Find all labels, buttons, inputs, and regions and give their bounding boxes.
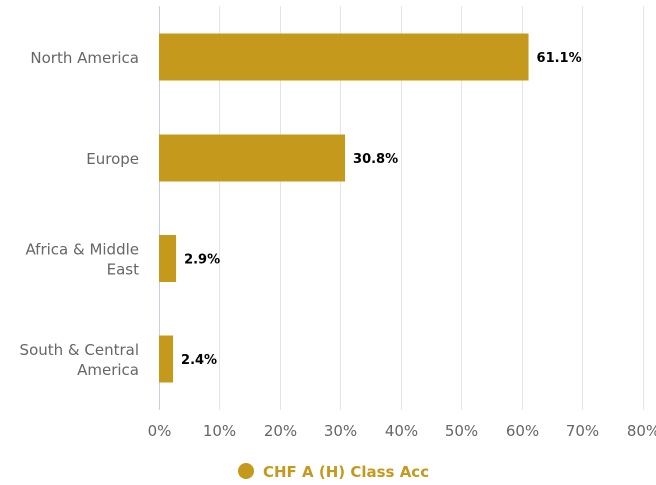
x-tick-label: 80% <box>627 422 656 440</box>
x-tick-label: 0% <box>148 422 172 440</box>
data-label: 2.9% <box>184 253 220 268</box>
bar[interactable] <box>159 235 177 282</box>
bars <box>159 33 529 383</box>
category-label: North America <box>30 49 139 67</box>
bar[interactable] <box>159 134 346 182</box>
bar[interactable] <box>159 33 529 81</box>
x-axis-ticks: 0% 10% 20% 30% 40% 50% 60% 70% 80% <box>148 422 656 440</box>
x-tick-label: 20% <box>264 422 297 440</box>
category-label: Europe <box>86 150 139 168</box>
x-tick-label: 40% <box>385 422 418 440</box>
x-tick-label: 30% <box>324 422 357 440</box>
x-tick-label: 60% <box>506 422 539 440</box>
legend-swatch-icon <box>238 463 254 479</box>
x-tick-label: 70% <box>566 422 599 440</box>
category-label: South & Central <box>20 341 139 359</box>
value-labels: 61.1% 30.8% 2.9% 2.4% <box>181 51 582 368</box>
data-label: 61.1% <box>537 51 582 66</box>
legend[interactable]: CHF A (H) Class Acc <box>238 463 429 481</box>
data-label: 30.8% <box>353 152 398 167</box>
x-tick-label: 10% <box>203 422 236 440</box>
category-label: Africa & Middle <box>25 241 139 259</box>
x-tick-label: 50% <box>445 422 478 440</box>
bar[interactable] <box>159 335 174 383</box>
data-label: 2.4% <box>181 353 217 368</box>
category-labels: North America Europe Africa & Middle East So… <box>20 49 140 379</box>
category-label: America <box>77 361 139 379</box>
legend-label: CHF A (H) Class Acc <box>263 463 429 481</box>
category-label: East <box>107 261 139 279</box>
